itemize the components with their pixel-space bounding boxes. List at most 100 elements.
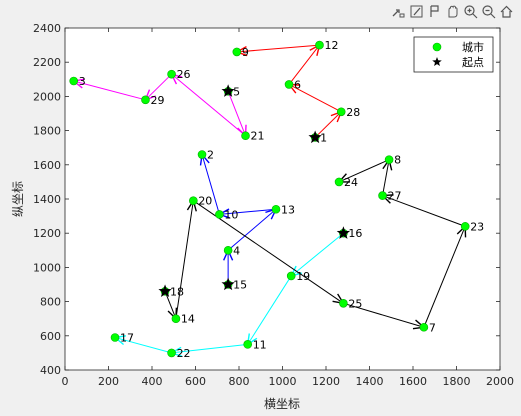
start-marker xyxy=(221,84,235,97)
x-axis: 0 200 400 600 800 1000 1200 1400 1600 1800 2000 xyxy=(62,28,514,388)
route-segment xyxy=(247,275,292,345)
route-segment xyxy=(145,73,172,101)
city-marker xyxy=(334,177,344,187)
y-tick-label: 800 xyxy=(40,296,61,309)
y-tick-label: 2400 xyxy=(33,22,61,35)
brush-icon[interactable] xyxy=(408,2,425,20)
city-label: 6 xyxy=(294,78,301,91)
legend-start-marker xyxy=(432,57,442,67)
route-segment xyxy=(423,226,466,328)
y-axis: 400 600 800 1000 1200 1400 1600 1800 2000 2200 240… xyxy=(33,22,500,377)
city-labels: 1234567891011121314151617181920212223242… xyxy=(79,39,485,360)
start-marker xyxy=(158,284,172,297)
route-segment xyxy=(114,337,172,354)
city-label: 17 xyxy=(120,332,134,345)
city-label: 15 xyxy=(233,279,247,292)
city-label: 26 xyxy=(177,68,191,81)
city-label: 24 xyxy=(344,176,358,189)
city-marker xyxy=(110,333,120,342)
city-marker xyxy=(141,95,150,105)
y-tick-label: 1000 xyxy=(33,261,61,274)
x-tick-label: 600 xyxy=(185,375,206,388)
city-marker xyxy=(384,155,394,164)
city-marker xyxy=(223,246,233,255)
y-tick-label: 1800 xyxy=(33,125,61,138)
route-segment xyxy=(171,343,248,354)
city-label: 1 xyxy=(320,131,327,144)
city-label: 3 xyxy=(79,75,86,88)
city-marker xyxy=(241,131,250,141)
city-label: 4 xyxy=(233,244,240,257)
x-tick-label: 1800 xyxy=(443,375,471,388)
route-segment xyxy=(227,208,277,251)
route-segment xyxy=(314,111,342,138)
city-marker xyxy=(378,191,387,200)
city-marker xyxy=(460,222,470,231)
datatip-icon[interactable] xyxy=(426,2,443,20)
y-tick-label: 2200 xyxy=(33,56,61,69)
city-label: 16 xyxy=(348,227,362,240)
legend-start-label: 起点 xyxy=(462,56,484,69)
route-segment xyxy=(236,44,320,53)
route-segment xyxy=(382,195,466,227)
x-tick-label: 1200 xyxy=(312,375,340,388)
export-icon[interactable] xyxy=(390,2,407,20)
route-segment xyxy=(171,73,246,137)
city-label: 2 xyxy=(207,149,214,162)
route-segment xyxy=(288,44,320,85)
city-marker xyxy=(189,196,198,206)
city-marker xyxy=(197,150,207,159)
route-segment xyxy=(164,291,177,319)
route-segment xyxy=(338,159,390,183)
city-label: 5 xyxy=(233,85,240,98)
y-axis-label: 纵坐标 xyxy=(11,181,25,217)
city-marker xyxy=(339,299,348,308)
route-segment xyxy=(227,91,246,136)
x-tick-label: 1000 xyxy=(269,375,297,388)
city-marker xyxy=(167,69,176,79)
city-label: 25 xyxy=(348,297,362,310)
city-label: 10 xyxy=(224,208,238,221)
y-tick-label: 1200 xyxy=(33,227,61,240)
city-marker xyxy=(286,271,296,281)
route-segment xyxy=(343,302,425,328)
city-label: 21 xyxy=(251,130,265,143)
start-marker xyxy=(221,277,235,291)
city-label: 7 xyxy=(429,321,436,334)
route-segment xyxy=(175,200,194,319)
figure-toolbar xyxy=(390,2,515,22)
city-label: 27 xyxy=(388,190,402,203)
city-label: 23 xyxy=(470,220,484,233)
city-label: 13 xyxy=(281,203,295,216)
home-icon[interactable] xyxy=(498,2,515,20)
city-label: 8 xyxy=(394,154,401,167)
city-marker xyxy=(419,322,429,332)
y-tick-label: 1600 xyxy=(33,159,61,172)
y-tick-label: 400 xyxy=(40,364,61,377)
city-label: 29 xyxy=(150,94,164,107)
y-tick-label: 1400 xyxy=(33,193,61,206)
pan-icon[interactable] xyxy=(444,2,461,20)
cities xyxy=(69,40,470,358)
city-marker xyxy=(171,314,181,324)
x-tick-label: 200 xyxy=(98,375,119,388)
y-tick-label: 2000 xyxy=(33,90,61,103)
city-label: 28 xyxy=(346,106,360,119)
city-label: 19 xyxy=(296,270,310,283)
x-tick-label: 1600 xyxy=(399,375,427,388)
city-label: 18 xyxy=(170,285,184,298)
zoom-in-icon[interactable] xyxy=(462,2,479,20)
route-segment xyxy=(73,80,146,101)
city-label: 20 xyxy=(198,195,212,208)
plot-area xyxy=(64,27,501,371)
zoom-out-icon[interactable] xyxy=(480,2,497,20)
city-marker xyxy=(271,204,281,214)
city-label: 22 xyxy=(177,347,191,360)
city-marker xyxy=(69,76,78,86)
city-label: 14 xyxy=(181,313,195,326)
city-marker xyxy=(167,348,176,358)
city-marker xyxy=(284,80,294,89)
city-label: 9 xyxy=(242,46,249,59)
route-segment xyxy=(288,83,342,113)
